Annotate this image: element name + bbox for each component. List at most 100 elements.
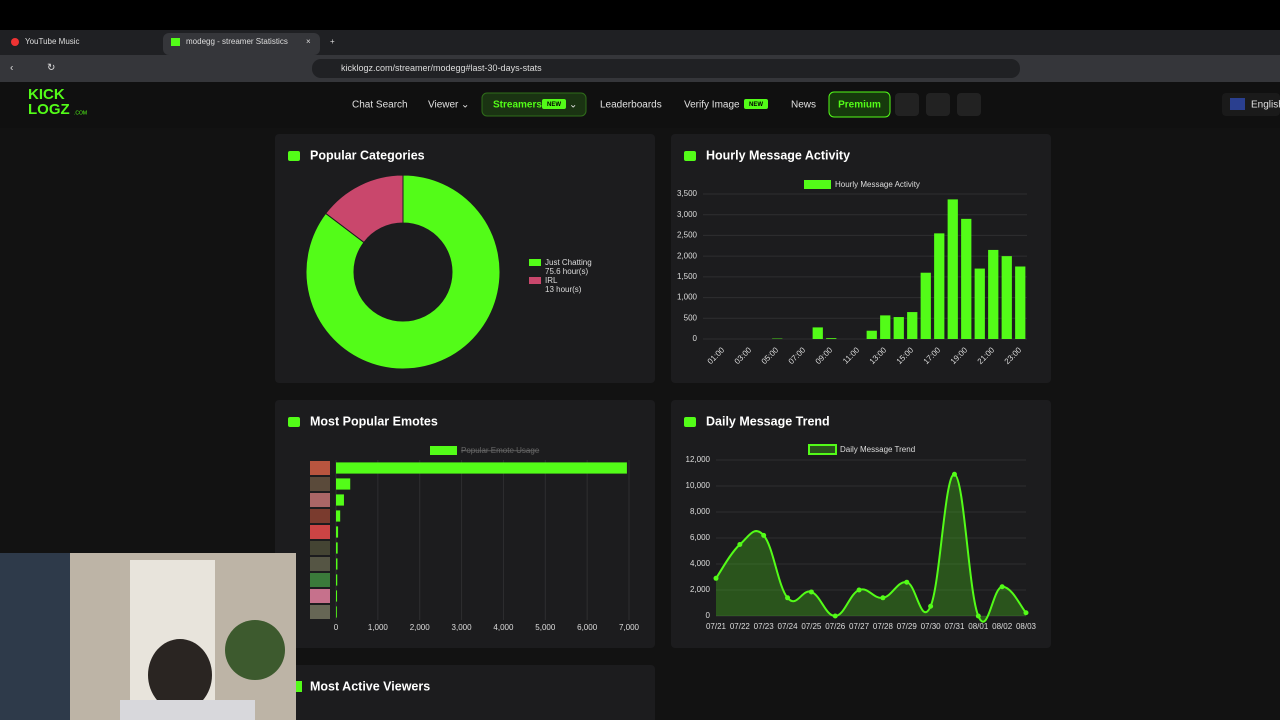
badge-text: NEW <box>547 102 561 108</box>
legend-label: Daily Message Trend <box>840 445 915 454</box>
logo[interactable]: KICK LOGZ .COM <box>28 86 87 118</box>
x-tick-label: 2,000 <box>410 623 431 632</box>
premium-text: Premium <box>838 100 881 111</box>
icon-button[interactable] <box>957 93 981 116</box>
bar <box>893 317 904 339</box>
y-tick-label: 2,000 <box>677 251 698 260</box>
nav-item[interactable]: Streamers <box>493 100 542 111</box>
area <box>716 474 1026 622</box>
bar <box>336 494 344 506</box>
bar <box>336 462 627 474</box>
x-tick-label: 08/03 <box>1016 622 1037 631</box>
webcam-overlay <box>0 553 296 720</box>
emote-icon <box>310 509 330 523</box>
nav-item[interactable]: Leaderboards <box>600 100 662 111</box>
panel-title: Most Popular Emotes <box>310 414 438 428</box>
x-tick-label: 3,000 <box>452 623 473 632</box>
point <box>713 575 719 581</box>
nav-item[interactable]: Chat Search <box>352 100 408 111</box>
site-nav <box>0 82 1280 128</box>
x-tick-label: 07/23 <box>754 622 775 631</box>
x-tick-label: 0 <box>334 623 339 632</box>
nav-item[interactable]: News <box>791 100 816 111</box>
legend-swatch <box>804 180 831 189</box>
tab-title[interactable]: YouTube Music <box>25 37 80 46</box>
reload-button[interactable]: ↻ <box>47 63 55 74</box>
x-tick-label: 07/25 <box>801 622 822 631</box>
x-tick-label: 07/22 <box>730 622 751 631</box>
x-tick-label: 5,000 <box>535 623 556 632</box>
y-tick-label: 12,000 <box>686 455 711 464</box>
point <box>951 471 957 477</box>
point <box>880 595 886 601</box>
nav-item[interactable]: Viewer <box>428 100 459 111</box>
point <box>1023 610 1029 616</box>
bar <box>336 510 341 522</box>
bar <box>336 526 339 538</box>
x-tick-label: 07/21 <box>706 622 727 631</box>
emote-icon <box>310 461 330 475</box>
tab-title[interactable]: modegg - streamer Statistics <box>186 37 288 46</box>
panel <box>275 400 655 648</box>
point <box>832 613 838 619</box>
legend-label: IRL <box>545 276 558 285</box>
legend-label: Popular Emote Usage <box>461 446 540 455</box>
back-button[interactable]: ‹ <box>10 63 13 74</box>
y-tick-label: 6,000 <box>690 533 711 542</box>
active-tab[interactable] <box>163 33 320 55</box>
legend-swatch <box>529 277 541 284</box>
webcam-person <box>148 639 212 711</box>
icon-button[interactable] <box>895 93 919 116</box>
point <box>904 579 910 585</box>
y-tick-label: 2,500 <box>677 231 698 240</box>
legend-swatch <box>529 259 541 266</box>
new-tab[interactable]: + <box>330 37 335 46</box>
y-tick-label: 0 <box>693 334 698 343</box>
bar <box>336 574 338 586</box>
chevron: ⌄ <box>569 100 577 111</box>
icon-button[interactable] <box>926 93 950 116</box>
url[interactable]: kicklogz.com/streamer/modegg#last-30-day… <box>341 63 542 73</box>
emote-icon <box>310 605 330 619</box>
point <box>737 542 743 547</box>
bar <box>812 327 823 339</box>
bar <box>336 606 337 618</box>
webcam-plant <box>225 620 285 680</box>
bar <box>934 233 945 339</box>
x-tick-label: 7,000 <box>619 623 640 632</box>
legend-value: 13 hour(s) <box>545 285 582 294</box>
tab-icon <box>171 38 180 46</box>
y-tick-label: 1,000 <box>677 293 698 302</box>
y-tick-label: 3,000 <box>677 210 698 219</box>
x-tick-label: 07/28 <box>873 622 894 631</box>
y-tick-label: 500 <box>684 313 698 322</box>
legend-swatch <box>430 446 457 455</box>
point <box>975 613 981 619</box>
y-tick-label: 4,000 <box>690 559 711 568</box>
bar <box>336 478 351 490</box>
address-bar[interactable] <box>312 59 1020 78</box>
bar <box>920 272 931 339</box>
logo-text: KICK <box>28 86 65 103</box>
tab-close[interactable]: × <box>306 37 311 46</box>
legend-label: Just Chatting <box>545 258 592 267</box>
panel <box>671 400 1051 648</box>
logo-text: LOGZ <box>28 101 70 118</box>
panel-icon <box>288 417 300 427</box>
language: English <box>1251 100 1280 111</box>
panel-title: Popular Categories <box>310 148 425 162</box>
point <box>856 587 862 593</box>
x-tick-label: 4,000 <box>493 623 514 632</box>
emote-icon <box>310 525 330 539</box>
nav-item[interactable]: Verify Image <box>684 100 740 111</box>
emote-icon <box>310 557 330 571</box>
point <box>808 589 814 595</box>
y-tick-label: 8,000 <box>690 507 711 516</box>
emote-icon <box>310 477 330 491</box>
y-tick-label: 0 <box>706 611 711 620</box>
premium-button[interactable] <box>828 91 891 118</box>
panel-title: Most Active Viewers <box>310 679 430 693</box>
bar <box>1001 256 1012 339</box>
bar <box>974 268 985 339</box>
